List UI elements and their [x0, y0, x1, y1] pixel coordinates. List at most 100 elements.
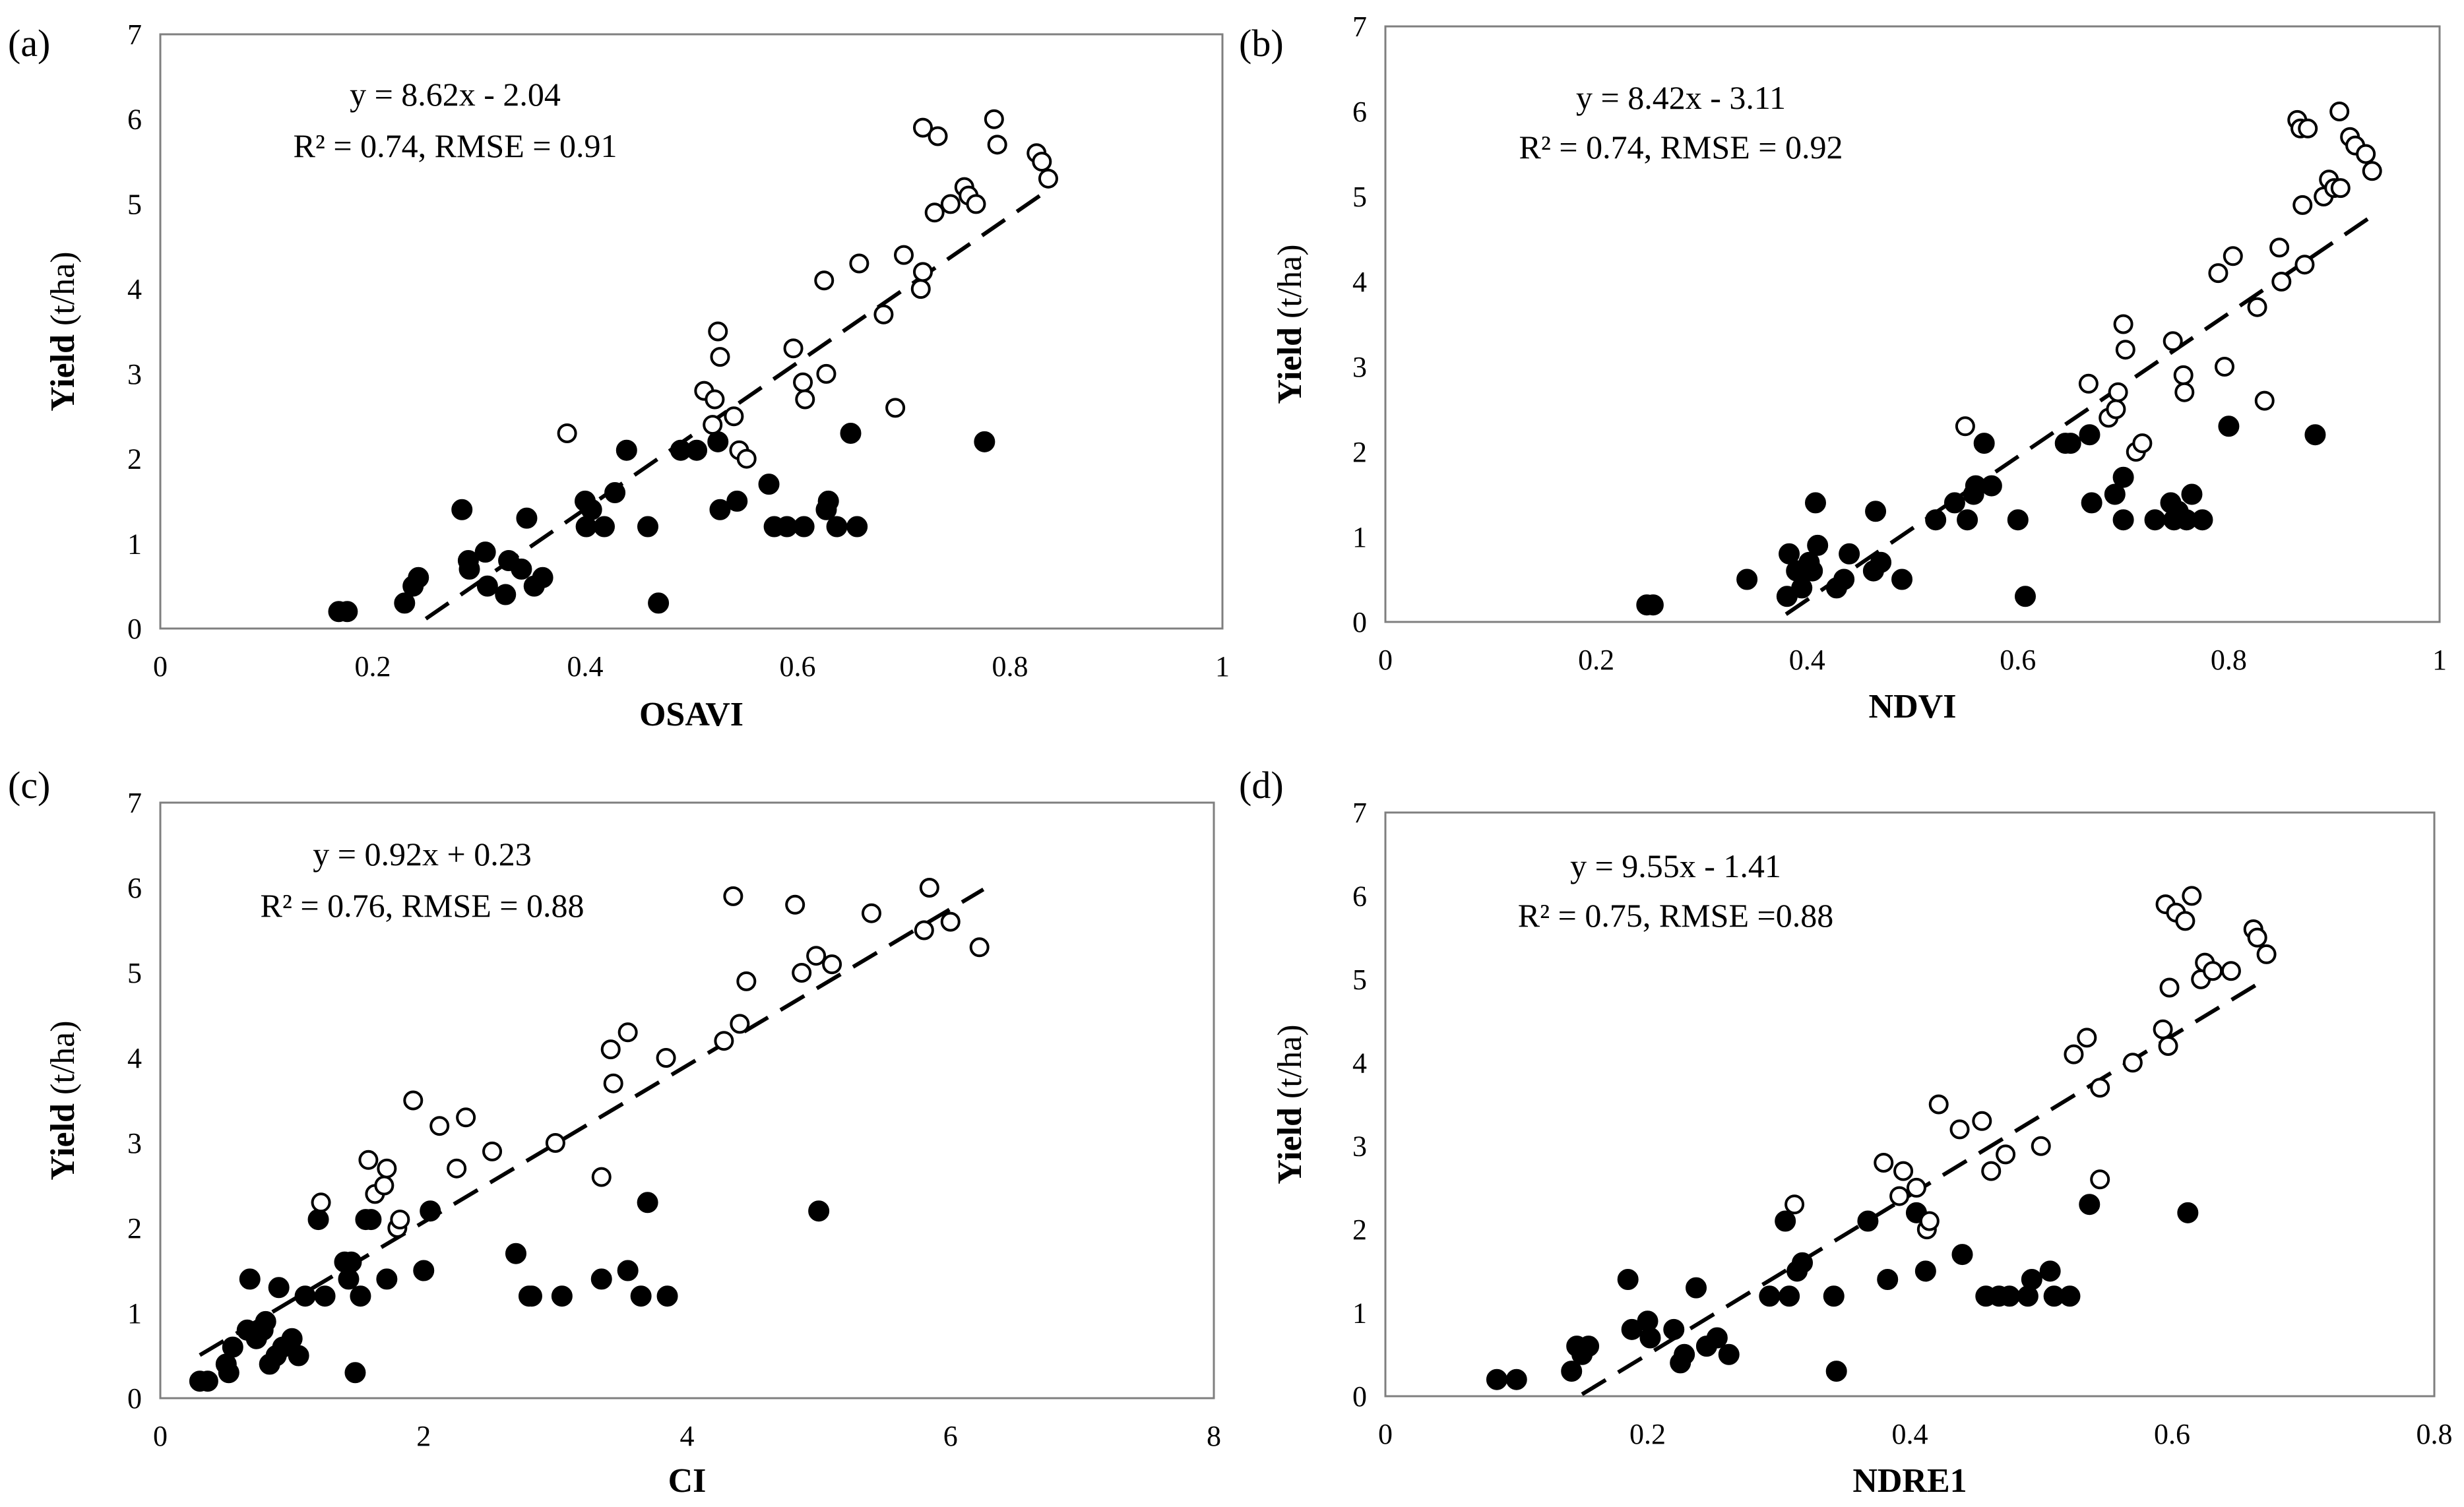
y-axis-label-bold: Yield — [1271, 327, 1309, 404]
data-point-filled — [726, 490, 748, 512]
data-point-filled — [1775, 1210, 1796, 1232]
x-tick-label: 0.8 — [2211, 644, 2247, 676]
panel-2: 0 1 2 3 4 5 6 7 0 0.2 0.4 0.6 0.8 1 (b) y = 8.42x - 3.1… — [1239, 11, 2447, 725]
data-point-filled — [516, 507, 538, 529]
data-point-open — [2223, 246, 2243, 266]
data-point-filled — [314, 1285, 336, 1307]
data-point-filled — [1642, 594, 1664, 616]
data-point-filled — [218, 1362, 239, 1384]
data-point-open — [1996, 1144, 2016, 1165]
data-point-open — [724, 406, 744, 427]
data-point-open — [2247, 297, 2267, 317]
y-tick-label: 5 — [127, 957, 142, 989]
data-point-open — [919, 878, 939, 898]
y-axis-label: Yield (t/ha) — [1271, 244, 1309, 404]
data-point-filled — [255, 1310, 276, 1332]
y-tick-label: 1 — [127, 1297, 142, 1330]
data-point-open — [1893, 1161, 1914, 1181]
x-tick-label: 0.8 — [992, 650, 1028, 683]
data-point-open — [708, 321, 728, 342]
panel-1: 0 1 2 3 4 5 6 7 0 0.2 0.4 0.6 0.8 1 (a) y = 8.62x - 2.0… — [8, 18, 1230, 733]
data-point-open — [2132, 433, 2153, 454]
data-point-filled — [2181, 483, 2203, 505]
y-tick-label: 3 — [1352, 1130, 1367, 1163]
data-point-filled — [656, 1285, 678, 1307]
y-tick-label: 2 — [1352, 1214, 1367, 1246]
data-point-open — [703, 415, 723, 435]
panel-label: (b) — [1239, 22, 1284, 65]
data-point-filled — [1736, 569, 1758, 590]
data-point-open — [2208, 263, 2228, 284]
data-point-filled — [2144, 509, 2166, 531]
data-point-filled — [1891, 569, 1913, 590]
x-tick-label: 4 — [680, 1420, 695, 1452]
y-tick-label: 3 — [127, 1127, 142, 1159]
x-tick-label: 1 — [2432, 644, 2447, 676]
y-tick-label: 1 — [1352, 1297, 1367, 1330]
data-point-filled — [2304, 424, 2326, 446]
data-point-filled — [604, 482, 626, 504]
data-point-filled — [1980, 475, 2002, 497]
data-point-open — [2356, 144, 2376, 164]
data-point-open — [940, 911, 961, 932]
y-tick-label: 0 — [1352, 1380, 1367, 1413]
data-point-open — [456, 1107, 476, 1128]
data-point-open — [2330, 178, 2351, 199]
plot-frame — [159, 801, 1215, 1399]
x-tick-label: 0 — [1378, 1418, 1393, 1450]
data-point-open — [2159, 977, 2180, 998]
data-point-filled — [840, 422, 862, 444]
data-point-filled — [1804, 492, 1826, 514]
y-axis-label-unit: (t/ha) — [44, 251, 82, 334]
data-point-filled — [707, 431, 729, 452]
data-point-open — [1874, 1153, 1894, 1173]
y-tick-label: 7 — [127, 18, 142, 51]
y-tick-label: 4 — [127, 1042, 142, 1074]
y-tick-label: 4 — [1352, 266, 1367, 298]
plot-frame — [1384, 811, 2436, 1398]
x-axis-label: NDVI — [1869, 688, 1957, 725]
data-point-filled — [495, 584, 517, 605]
data-point-filled — [340, 1251, 362, 1273]
data-point-open — [1972, 1111, 1992, 1131]
data-point-open — [2362, 161, 2382, 181]
data-point-filled — [637, 1192, 658, 1214]
data-point-filled — [593, 516, 615, 538]
plot-frame — [1384, 25, 2441, 623]
data-point-filled — [581, 499, 602, 520]
data-point-open — [705, 389, 725, 410]
data-point-open — [2064, 1044, 2084, 1064]
data-point-filled — [505, 1243, 526, 1264]
data-point-filled — [1865, 501, 1887, 522]
data-point-filled — [630, 1285, 652, 1307]
data-point-open — [1889, 1186, 1910, 1206]
data-point-filled — [2112, 466, 2134, 488]
data-point-filled — [808, 1200, 830, 1222]
regression-line — [1785, 215, 2372, 616]
y-tick-label: 3 — [1352, 351, 1367, 383]
data-point-filled — [268, 1277, 290, 1299]
data-point-open — [2115, 340, 2135, 360]
data-point-filled — [826, 516, 848, 538]
data-point-filled — [511, 558, 532, 580]
data-point-open — [2203, 961, 2223, 981]
y-tick-label: 5 — [127, 188, 142, 220]
data-point-filled — [617, 1260, 639, 1281]
data-point-filled — [288, 1345, 309, 1367]
y-tick-label: 3 — [127, 358, 142, 390]
data-point-filled — [2060, 433, 2081, 454]
data-point-filled — [2021, 1269, 2042, 1290]
data-point-open — [1906, 1177, 1926, 1198]
data-point-filled — [1486, 1369, 1507, 1390]
data-point-open — [2113, 314, 2133, 334]
data-point-open — [814, 270, 835, 291]
data-point-filled — [1943, 492, 1965, 514]
y-axis-label-bold: Yield — [44, 334, 82, 412]
data-point-filled — [1686, 1277, 1707, 1299]
data-point-open — [723, 886, 743, 906]
data-point-filled — [1718, 1343, 1740, 1365]
data-point-open — [2247, 927, 2267, 948]
data-point-filled — [1674, 1343, 1695, 1365]
data-point-filled — [1792, 1252, 1814, 1274]
